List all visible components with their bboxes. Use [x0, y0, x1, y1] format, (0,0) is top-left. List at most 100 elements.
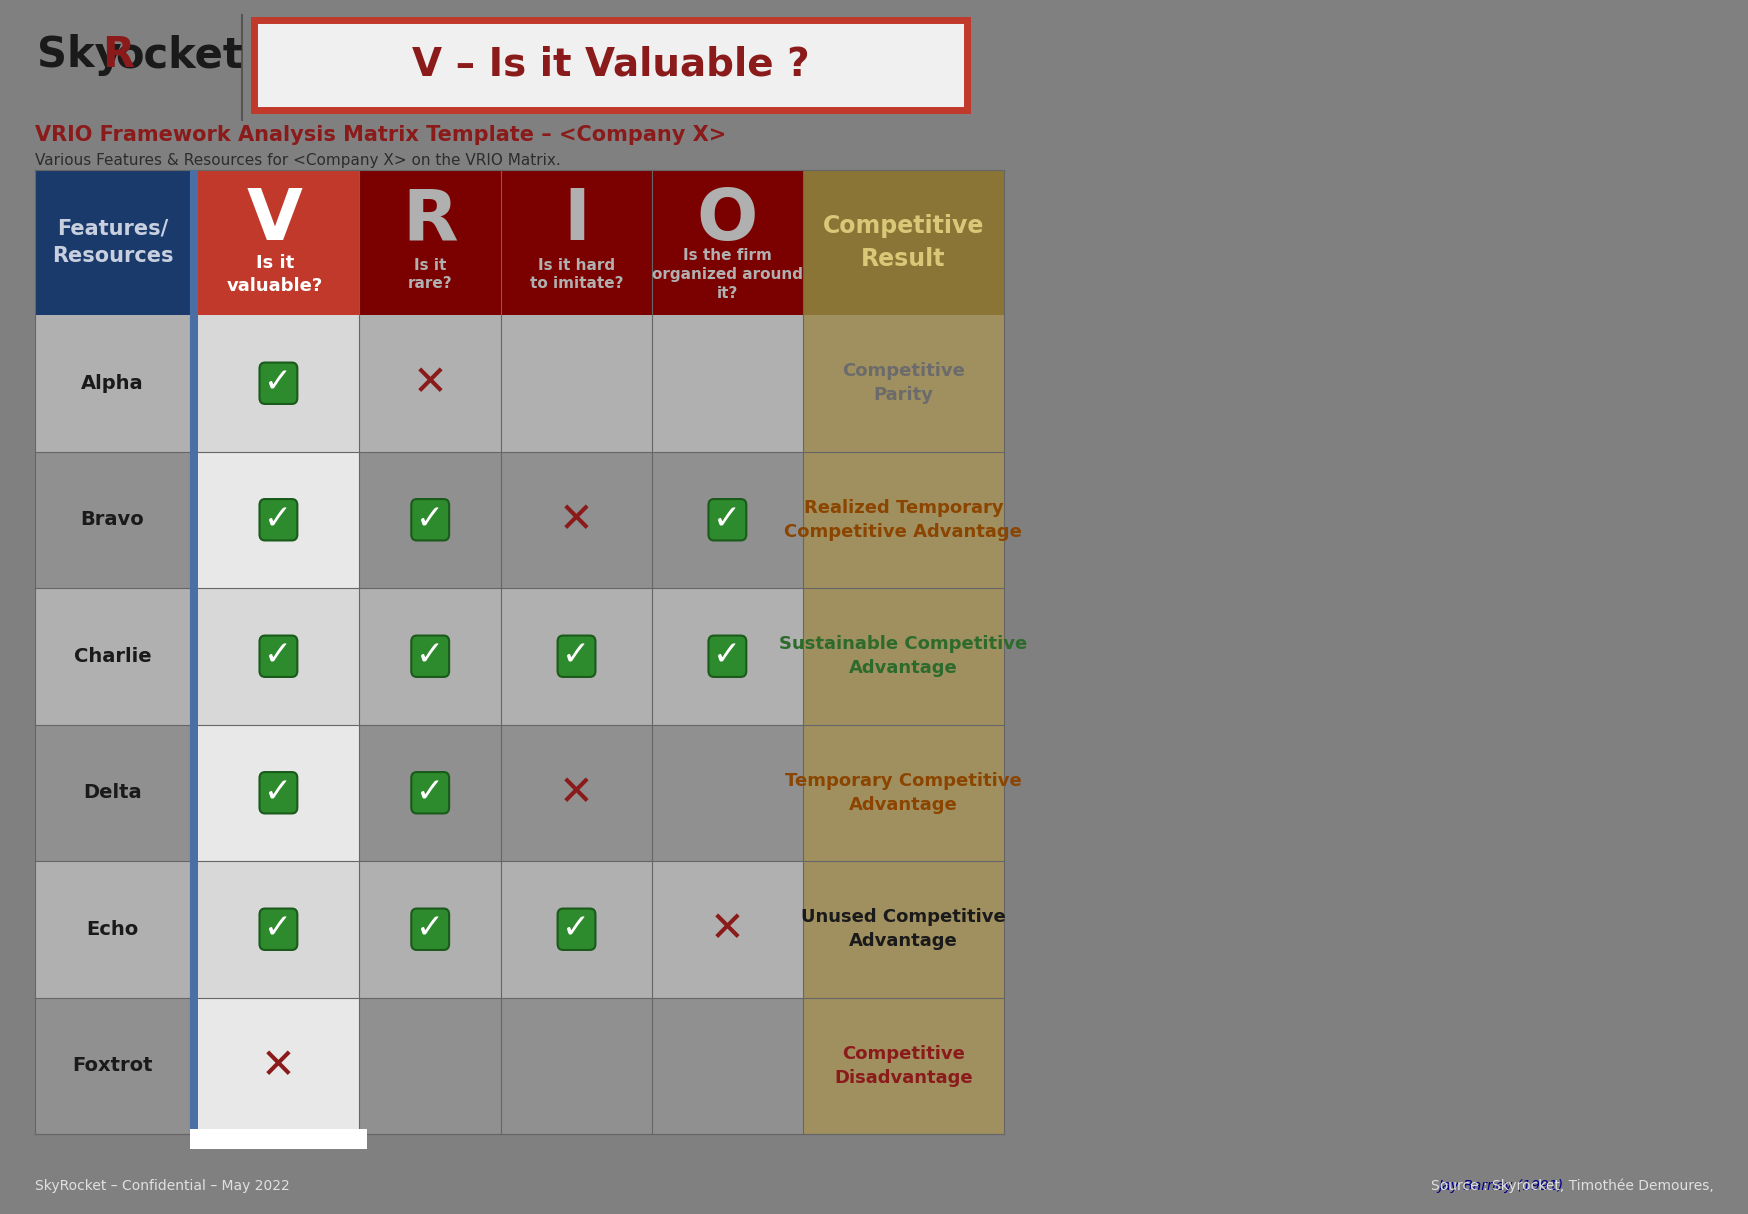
Text: ✓: ✓	[416, 913, 444, 946]
Bar	[360, 588, 502, 725]
Bar	[652, 314, 802, 452]
Bar	[502, 998, 652, 1134]
Bar	[35, 170, 191, 314]
Text: Is it
rare?: Is it rare?	[407, 257, 453, 291]
Bar	[35, 998, 191, 1134]
Text: Foxtrot: Foxtrot	[72, 1056, 152, 1076]
Text: Delta: Delta	[84, 783, 142, 802]
Bar	[802, 170, 1003, 314]
Text: ✓: ✓	[563, 640, 591, 673]
Bar	[35, 588, 191, 725]
Bar	[198, 861, 360, 998]
Text: ✓: ✓	[416, 640, 444, 673]
Bar	[198, 725, 360, 861]
Text: R: R	[103, 34, 135, 76]
Bar	[652, 170, 802, 314]
Text: ocket: ocket	[115, 34, 243, 76]
FancyBboxPatch shape	[259, 908, 297, 949]
Text: SkyRocket – Confidential – May 2022: SkyRocket – Confidential – May 2022	[35, 1179, 290, 1193]
Text: Sustainable Competitive
Advantage: Sustainable Competitive Advantage	[780, 635, 1028, 677]
Bar	[35, 861, 191, 998]
Text: Jay Barney (1991): Jay Barney (1991)	[1439, 1179, 1563, 1193]
Text: V – Is it Valuable ?: V – Is it Valuable ?	[413, 46, 809, 84]
Bar	[191, 170, 198, 1134]
FancyBboxPatch shape	[558, 636, 596, 677]
Text: ✕: ✕	[710, 908, 745, 951]
Text: ✓: ✓	[416, 776, 444, 810]
Bar	[652, 998, 802, 1134]
Text: Is it
valuable?: Is it valuable?	[227, 254, 323, 295]
Bar	[35, 452, 191, 588]
Text: ✓: ✓	[264, 776, 292, 810]
FancyBboxPatch shape	[708, 636, 746, 677]
Text: VRIO Framework Analysis Matrix Template – <Company X>: VRIO Framework Analysis Matrix Template …	[35, 125, 725, 144]
Bar	[802, 588, 1003, 725]
Text: Realized Temporary
Competitive Advantage: Realized Temporary Competitive Advantage	[785, 499, 1023, 540]
Bar	[502, 314, 652, 452]
FancyBboxPatch shape	[259, 772, 297, 813]
Text: Competitive
Parity: Competitive Parity	[843, 363, 965, 404]
Bar	[502, 861, 652, 998]
Text: ✓: ✓	[416, 504, 444, 537]
FancyBboxPatch shape	[411, 499, 449, 540]
Text: ✓: ✓	[563, 913, 591, 946]
Text: Competitive
Disadvantage: Competitive Disadvantage	[834, 1045, 972, 1087]
Bar	[502, 588, 652, 725]
FancyBboxPatch shape	[259, 636, 297, 677]
Bar	[652, 588, 802, 725]
Text: Echo: Echo	[86, 920, 138, 938]
Bar	[253, 19, 967, 110]
Bar	[198, 1129, 367, 1148]
Bar	[198, 998, 360, 1134]
Bar	[802, 314, 1003, 452]
Text: ✓: ✓	[713, 640, 741, 673]
Text: R: R	[402, 186, 458, 255]
Text: Is the firm
organized around
it?: Is the firm organized around it?	[652, 249, 802, 301]
Text: Features/
Resources: Features/ Resources	[52, 219, 173, 267]
Bar	[802, 861, 1003, 998]
Bar	[502, 725, 652, 861]
Text: I: I	[563, 186, 591, 255]
FancyBboxPatch shape	[259, 499, 297, 540]
Text: Sky: Sky	[37, 34, 121, 76]
FancyBboxPatch shape	[708, 499, 746, 540]
Text: ✕: ✕	[559, 772, 594, 813]
Bar	[802, 725, 1003, 861]
Text: Is it hard
to imitate?: Is it hard to imitate?	[530, 257, 624, 291]
Bar	[652, 452, 802, 588]
Text: ✓: ✓	[264, 504, 292, 537]
Text: ✓: ✓	[713, 504, 741, 537]
Text: Source : Skyrocket, Timothée Demoures,: Source : Skyrocket, Timothée Demoures,	[1432, 1179, 1722, 1193]
Text: Competitive
Result: Competitive Result	[823, 214, 984, 271]
Bar	[360, 861, 502, 998]
Bar	[802, 452, 1003, 588]
Bar	[360, 170, 502, 314]
Bar	[198, 588, 360, 725]
Text: O: O	[697, 186, 759, 255]
FancyBboxPatch shape	[259, 363, 297, 404]
Text: Bravo: Bravo	[80, 510, 145, 529]
FancyBboxPatch shape	[411, 636, 449, 677]
Bar	[652, 725, 802, 861]
Bar	[198, 314, 360, 452]
Bar	[198, 452, 360, 588]
Bar	[191, 1129, 360, 1148]
Bar	[360, 725, 502, 861]
Text: ✕: ✕	[559, 499, 594, 540]
Text: Temporary Competitive
Advantage: Temporary Competitive Advantage	[785, 772, 1023, 813]
Text: V: V	[246, 186, 302, 255]
Bar	[35, 725, 191, 861]
Text: Various Features & Resources for <Company X> on the VRIO Matrix.: Various Features & Resources for <Compan…	[35, 153, 561, 168]
Text: ✓: ✓	[264, 913, 292, 946]
Text: Charlie: Charlie	[73, 647, 152, 665]
Bar	[502, 170, 652, 314]
FancyBboxPatch shape	[411, 908, 449, 949]
FancyBboxPatch shape	[558, 908, 596, 949]
FancyBboxPatch shape	[411, 772, 449, 813]
Bar	[35, 314, 191, 452]
Bar	[360, 998, 502, 1134]
Bar	[360, 314, 502, 452]
Text: Alpha: Alpha	[80, 374, 143, 393]
Text: ✕: ✕	[413, 362, 447, 404]
Bar	[652, 861, 802, 998]
